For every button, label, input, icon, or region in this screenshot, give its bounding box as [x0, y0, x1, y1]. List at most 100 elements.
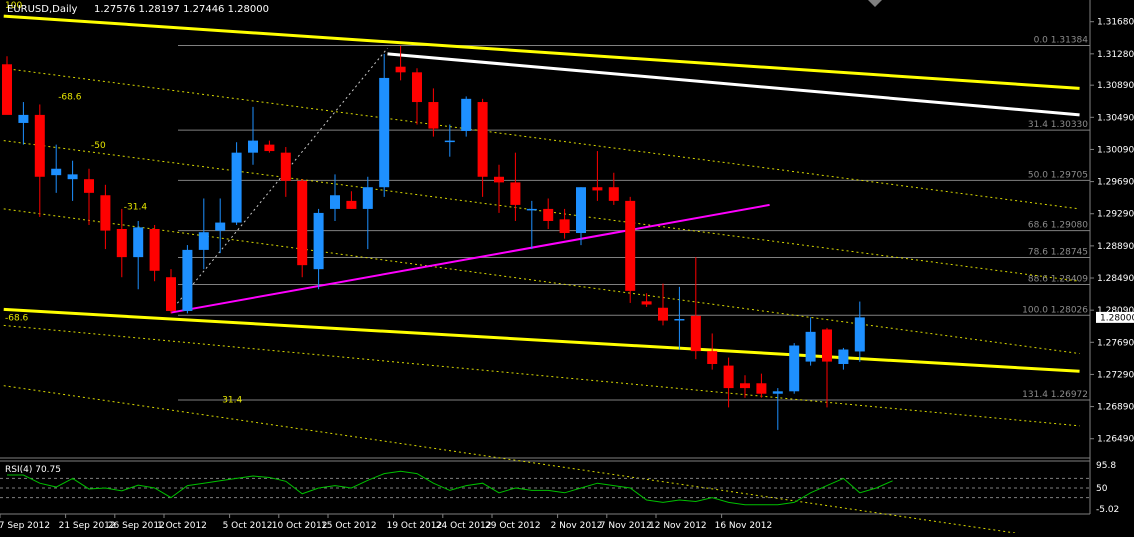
time-tick-label: 5 Oct 2012 — [223, 521, 273, 531]
candle-body — [658, 307, 668, 321]
candle-body — [346, 200, 357, 209]
time-tick-label: 26 Sep 2012 — [108, 521, 165, 531]
candle-body — [395, 66, 406, 73]
candle-body — [625, 200, 636, 291]
candles — [2, 45, 865, 430]
candle-body — [313, 212, 324, 270]
candle-body — [280, 152, 291, 181]
price-tick-label: 1.28490 — [1097, 274, 1134, 284]
price-tick-label: 1.30490 — [1097, 113, 1134, 123]
channel-trendline[interactable] — [3, 307, 1080, 373]
fib-level-label: 68.6 1.29080 — [1028, 221, 1088, 231]
candle-body — [231, 152, 242, 223]
candle-body — [51, 168, 62, 176]
rsi-axis-label: 95.8 — [1096, 461, 1116, 471]
candle-body — [789, 345, 800, 392]
candle-body — [526, 208, 537, 211]
price-tick-label: 1.29290 — [1097, 210, 1134, 220]
time-tick-label: 24 Oct 2012 — [436, 521, 492, 531]
fib-level-label: 0.0 1.31384 — [1034, 35, 1089, 45]
rsi-axis-label: -5.02 — [1096, 505, 1119, 515]
time-tick-label: 2 Nov 2012 — [551, 521, 603, 531]
time-tick-label: 1 Oct 2012 — [157, 521, 207, 531]
current-price-label: 1.28000 — [1100, 313, 1134, 323]
fib-level-label: 131.4 1.26972 — [1022, 390, 1088, 400]
candle-body — [248, 140, 258, 153]
fan-dashed-line — [3, 208, 1080, 355]
fib-level-label: 50.0 1.29705 — [1028, 170, 1088, 180]
chart-title-ohlc: 1.27576 1.28197 1.27446 1.28000 — [94, 4, 269, 15]
price-tick-label: 1.31280 — [1097, 50, 1134, 60]
candle-body — [379, 77, 390, 188]
fan-dashed-line — [3, 324, 1080, 427]
rsi-line — [7, 470, 893, 506]
price-tick-label: 1.28090 — [1097, 306, 1134, 316]
fan-dashed-lines — [3, 47, 1080, 537]
price-tick-label: 1.27290 — [1097, 370, 1134, 380]
trendlines — [3, 14, 1080, 373]
fan-dashed-line — [3, 140, 1080, 282]
candle-body — [641, 301, 652, 305]
candle-body — [838, 349, 849, 364]
time-tick-label: 17 Sep 2012 — [0, 521, 50, 531]
rsi-panel: 95.8 50 -5.02 — [0, 461, 1119, 515]
candle-body — [608, 187, 619, 201]
fan-label: -68.6 — [58, 93, 82, 103]
candle-body — [576, 187, 586, 234]
candle-body — [592, 187, 603, 191]
candle-body — [510, 182, 521, 205]
candle-body — [133, 227, 144, 258]
price-tick-label: 1.31680 — [1097, 18, 1134, 28]
candle-body — [2, 64, 12, 115]
candle-body — [34, 114, 45, 177]
candle-body — [84, 179, 94, 193]
candle-body — [805, 331, 816, 362]
price-tick-label: 1.29690 — [1097, 178, 1134, 188]
candle-body — [362, 187, 373, 209]
candle-body — [690, 315, 701, 352]
fib-level-label: 100.0 1.28026 — [1022, 305, 1088, 315]
candle-body — [559, 219, 570, 234]
fib-level-label: 31.4 1.30330 — [1028, 120, 1088, 130]
chart-title-symbol: EURUSD,Daily — [7, 4, 78, 15]
candle-body — [822, 329, 832, 362]
chart-shift-icon[interactable] — [868, 0, 882, 7]
candle-body — [428, 102, 439, 129]
price-tick-label: 1.26490 — [1097, 435, 1134, 445]
candle-body — [461, 98, 472, 131]
candle-body — [444, 140, 455, 143]
rsi-label: RSI(4) 70.75 — [5, 465, 61, 475]
time-tick-label: 7 Nov 2012 — [600, 521, 652, 531]
candle-body — [100, 195, 111, 231]
fan-label: -68.6 — [5, 314, 29, 324]
candle-body — [116, 229, 127, 258]
candle-body — [854, 317, 865, 352]
candle-body — [723, 365, 734, 389]
white-trendline[interactable] — [387, 52, 1080, 117]
candle-body — [543, 208, 554, 221]
magenta-trendline[interactable] — [170, 203, 770, 314]
price-axis: 1.31680 1.31280 1.30890 1.30490 1.30090 1.296… — [1090, 18, 1134, 445]
time-tick-label: 10 Oct 2012 — [272, 521, 328, 531]
price-tick-label: 1.26890 — [1097, 403, 1134, 413]
time-tick-label: 15 Oct 2012 — [321, 521, 377, 531]
candle-body — [494, 176, 504, 183]
candle-body — [67, 174, 78, 180]
fan-dashed-line — [3, 385, 1047, 537]
candle-body — [412, 72, 422, 103]
fan-label: -31.4 — [124, 203, 148, 213]
fan-dashed-line — [170, 47, 388, 312]
candle-body — [674, 318, 685, 321]
channel-trendline[interactable] — [3, 14, 1080, 90]
candle-body — [330, 195, 340, 209]
time-tick-label: 29 Oct 2012 — [485, 521, 541, 531]
candle-body — [182, 249, 193, 311]
candle-body — [264, 144, 275, 152]
current-price-marker — [1096, 311, 1134, 323]
fib-level-label: 88.6 1.28409 — [1028, 275, 1088, 285]
time-tick-label: 16 Nov 2012 — [715, 521, 773, 531]
candle-body — [740, 383, 750, 389]
fan-dashed-line — [3, 67, 1080, 210]
